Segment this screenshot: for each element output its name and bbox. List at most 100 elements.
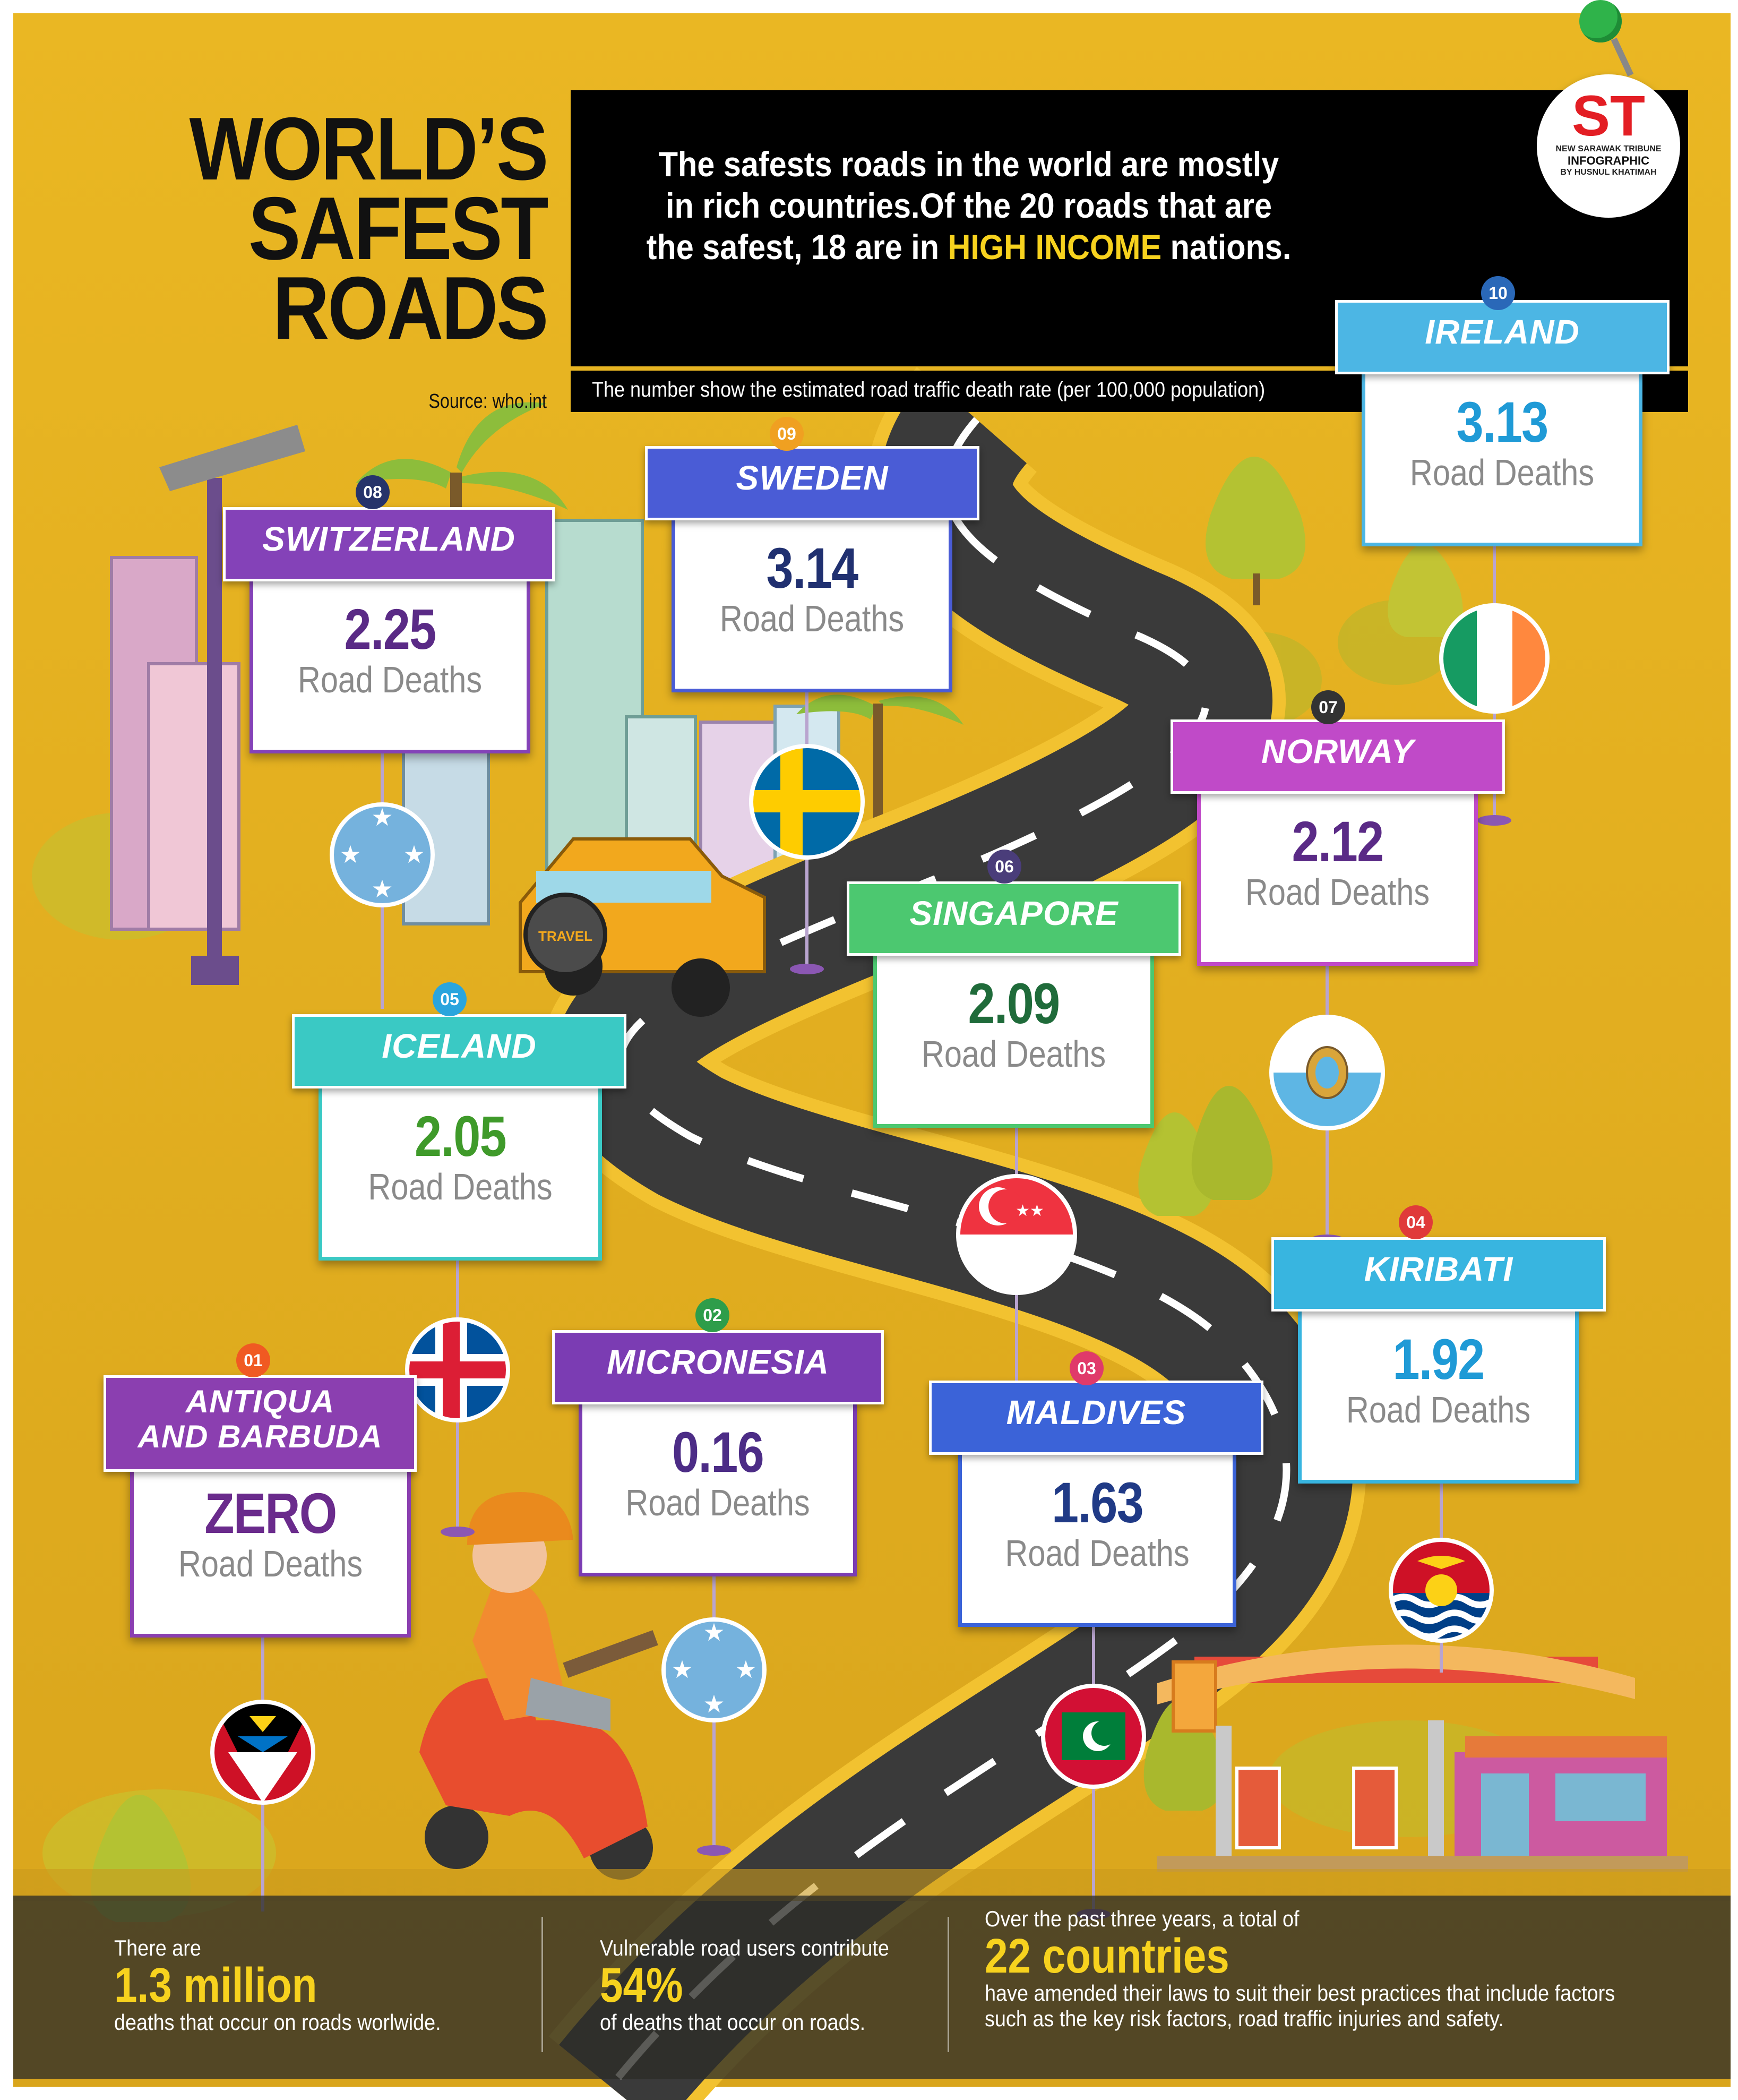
green-pushpin-icon: [1579, 0, 1622, 42]
logo-publisher: NEW SARAWAK TRIBUNE: [1555, 144, 1662, 153]
kiribati-flag-icon: [1389, 1538, 1494, 1643]
spare-tire: [523, 893, 607, 976]
road-death-rate: 2.05: [415, 1104, 507, 1168]
stat-pre: There are: [114, 1935, 201, 1960]
country-name-banner: IRELAND: [1335, 300, 1670, 374]
stat-post: of deaths that occur on roads.: [600, 2010, 866, 2035]
country-name: ANTIQUA: [185, 1384, 335, 1419]
title-line-2: SAFEST: [248, 178, 549, 278]
stats-divider: [948, 1917, 949, 2052]
scooter-rider: [419, 1492, 658, 1880]
country-card: 2.12 Road Deaths: [1197, 788, 1478, 966]
country-name: SWITZERLAND: [262, 520, 515, 558]
intro-line-1: The safests roads in the world are mostl…: [658, 144, 1279, 184]
stat-countries-amended: Over the past three years, a total of 22…: [985, 1906, 1685, 2032]
svg-text:★: ★: [703, 1690, 725, 1718]
gas-station: [1157, 1644, 1688, 1872]
intro-text: The safests roads in the world are mostl…: [623, 143, 1315, 268]
stats-band: [13, 1896, 1731, 2079]
stat-big: 22 countries: [985, 1929, 1229, 1983]
intro-line-3-post: nations.: [1161, 227, 1292, 267]
country-name: IRELAND: [1425, 313, 1580, 351]
country-name-banner: MICRONESIA: [552, 1330, 884, 1404]
country-name: ICELAND: [382, 1027, 537, 1065]
stat-deaths-worldwide: There are 1.3 million deaths that occur …: [114, 1935, 477, 2035]
country-card: 1.63 Road Deaths: [958, 1450, 1236, 1627]
country-name-banner: SWITZERLAND: [223, 507, 555, 581]
country-card: 3.14 Road Deaths: [672, 515, 952, 692]
travel-car: TRAVEL: [519, 837, 766, 1017]
iceland-flag-icon: [405, 1317, 510, 1422]
stat-big: 1.3 million: [114, 1958, 317, 2012]
country-name-banner: ICELAND: [292, 1014, 626, 1088]
rank-badge: 10: [1481, 276, 1515, 310]
intro-line-3: the safest, 18 are in HIGH INCOME nation…: [623, 226, 1315, 268]
country-card: 2.09 Road Deaths: [873, 950, 1154, 1128]
stat-post: deaths that occur on roads worlwide.: [114, 2010, 441, 2035]
stat-big: 54%: [600, 1958, 683, 2012]
road-death-rate: 2.09: [968, 971, 1061, 1035]
stat-post-2: such as the key risk factors, road traff…: [985, 2006, 1504, 2031]
country-name-banner: KIRIBATI: [1271, 1237, 1606, 1312]
road-death-rate: 0.16: [672, 1420, 764, 1484]
country-name-banner: ANTIQUA AND BARBUDA: [104, 1375, 417, 1472]
stat-pre: Over the past three years, a total of: [985, 1906, 1300, 1931]
country-name-banner: MALDIVES: [929, 1381, 1263, 1455]
country-name: MICRONESIA: [607, 1343, 829, 1381]
stat-pre: Vulnerable road users contribute: [600, 1935, 889, 1960]
st-logo: ST NEW SARAWAK TRIBUNE INFOGRAPHIC BY HU…: [1537, 74, 1680, 218]
country-name: NORWAY: [1261, 732, 1415, 770]
country-name: SWEDEN: [736, 459, 889, 497]
title-line-3: ROADS: [272, 258, 549, 358]
country-card: ZERO Road Deaths: [130, 1460, 411, 1638]
country-card: 3.13 Road Deaths: [1362, 369, 1642, 546]
stat-vulnerable-users: Vulnerable road users contribute 54% of …: [600, 1935, 921, 2035]
country-name-banner: SWEDEN: [645, 446, 979, 520]
micronesia-flag-icon: ★ ★ ★ ★: [661, 1617, 767, 1722]
road-deaths-label: Road Deaths: [297, 659, 483, 700]
road-death-rate: 1.92: [1392, 1327, 1485, 1391]
page-title: WORLD’S SAFEST ROADS: [178, 99, 549, 358]
country-name-banner: NORWAY: [1171, 719, 1505, 794]
road-death-rate: 3.13: [1456, 390, 1549, 454]
country-name: MALDIVES: [1006, 1393, 1186, 1432]
rank-badge: 06: [987, 850, 1021, 884]
logo-infographic: INFOGRAPHIC: [1568, 154, 1649, 167]
san-marino-flag-icon: [1269, 1015, 1385, 1130]
antigua-flag-icon: [210, 1700, 315, 1805]
stats-divider: [541, 1917, 543, 2052]
street-lamp: [159, 425, 305, 985]
intro-line-3-pre: the safest, 18 are in: [646, 227, 948, 267]
road-deaths-label: Road Deaths: [1005, 1532, 1190, 1574]
logo-author: BY HUSNUL KHATIMAH: [1560, 168, 1657, 177]
road-deaths-label: Road Deaths: [1409, 452, 1595, 493]
country-name-banner: SINGAPORE: [847, 881, 1181, 956]
title-line-1: WORLD’S: [189, 99, 549, 199]
country-card: 0.16 Road Deaths: [579, 1399, 857, 1576]
country-card: 1.92 Road Deaths: [1298, 1306, 1579, 1484]
road-death-rate: 2.25: [344, 597, 437, 661]
rank-badge: 09: [770, 417, 804, 451]
svg-text:★: ★: [703, 1618, 725, 1647]
stat-post: have amended their laws to suit their be…: [985, 1981, 1615, 2005]
switzerland-marker-flag-icon: ★ ★ ★ ★: [330, 802, 435, 907]
road-death-rate: 3.14: [766, 536, 859, 600]
rank-badge: 03: [1070, 1351, 1104, 1385]
source-credit: Source: who.int: [428, 390, 547, 413]
road-death-rate: 1.63: [1052, 1470, 1144, 1535]
rank-badge: 02: [695, 1298, 729, 1332]
country-name: SINGAPORE: [909, 894, 1118, 932]
singapore-flag-icon: ★★: [956, 1174, 1077, 1295]
rank-badge: 05: [433, 982, 467, 1016]
road-deaths-label: Road Deaths: [1245, 871, 1430, 913]
country-name-line-2: AND BARBUDA: [137, 1419, 383, 1454]
death-rate-note: The number show the estimated road traff…: [592, 378, 1266, 401]
svg-text:★★: ★★: [1016, 1202, 1044, 1220]
rank-badge: 01: [236, 1343, 270, 1377]
rank-badge: 04: [1399, 1205, 1433, 1239]
road-deaths-label: Road Deaths: [368, 1166, 553, 1207]
svg-text:★: ★: [735, 1655, 756, 1684]
rank-badge: 08: [356, 475, 390, 509]
high-income-highlight: HIGH INCOME: [948, 227, 1162, 267]
